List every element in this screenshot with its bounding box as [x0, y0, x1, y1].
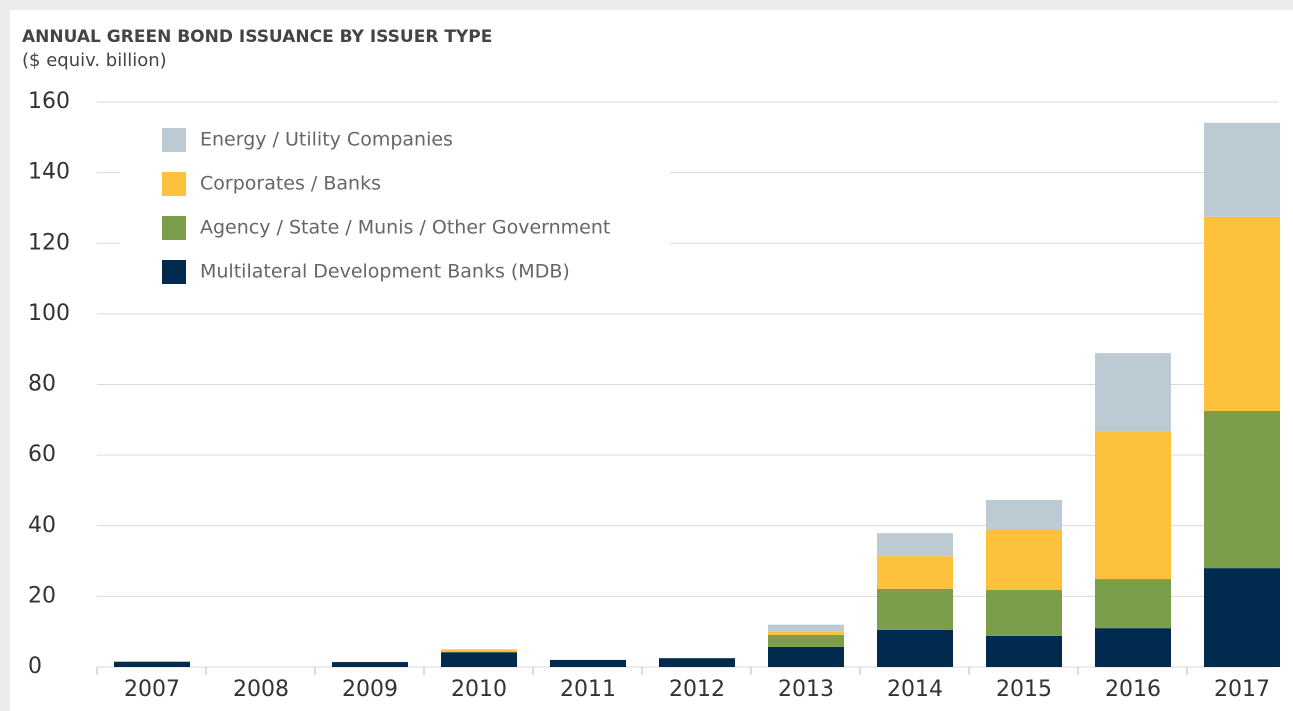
bar-segment	[768, 634, 844, 647]
x-tick-label: 2012	[669, 677, 725, 702]
y-tick-label: 100	[28, 301, 70, 326]
bar-segment	[1095, 431, 1171, 580]
bar-segment	[1204, 568, 1280, 667]
x-tick-label: 2016	[1105, 677, 1161, 702]
bar-segment	[1095, 628, 1171, 667]
bar-segment	[1095, 579, 1171, 629]
y-tick-label: 40	[28, 513, 56, 538]
bar-segment	[768, 631, 844, 635]
chart-subtitle: ($ equiv. billion)	[22, 50, 167, 71]
bar-segment	[877, 588, 953, 630]
bar-segment	[332, 662, 408, 667]
y-tick-label: 120	[28, 230, 70, 255]
x-tick-label: 2017	[1214, 677, 1270, 702]
bar-segment	[768, 646, 844, 667]
bar-segment	[986, 499, 1062, 530]
legend-swatch	[162, 172, 186, 196]
bar-segment	[659, 658, 735, 667]
bar-segment	[550, 659, 626, 667]
bar-segment	[877, 629, 953, 667]
legend-label: Corporates / Banks	[200, 173, 381, 195]
bars	[114, 122, 1280, 667]
bar-segment	[1204, 122, 1280, 217]
bar-segment	[877, 533, 953, 557]
legend: Multilateral Development Banks (MDB) Agen…	[162, 128, 610, 284]
bar-segment	[986, 635, 1062, 667]
x-tick-label: 2011	[560, 677, 616, 702]
legend-swatch	[162, 260, 186, 284]
x-tick-label: 2013	[778, 677, 834, 702]
legend-swatch	[162, 216, 186, 240]
y-tick-label: 20	[28, 583, 56, 608]
legend-swatch	[162, 128, 186, 152]
legend-box	[120, 117, 670, 295]
legend-label: Multilateral Development Banks (MDB)	[200, 261, 570, 283]
bar-segment	[877, 556, 953, 589]
chart-title: ANNUAL GREEN BOND ISSUANCE BY ISSUER TYP…	[22, 27, 492, 47]
legend-label: Energy / Utility Companies	[200, 129, 453, 151]
y-tick-label: 160	[28, 89, 70, 114]
x-tick-label: 2009	[342, 677, 398, 702]
bar-segment	[1095, 353, 1171, 432]
bar-segment	[768, 624, 844, 632]
y-tick-label: 60	[28, 442, 56, 467]
x-tick-label: 2007	[124, 677, 180, 702]
bar-segment	[986, 590, 1062, 636]
x-tick-label: 2014	[887, 677, 943, 702]
x-tick-label: 2010	[451, 677, 507, 702]
bar-segment	[1204, 410, 1280, 569]
legend-label: Agency / State / Munis / Other Governmen…	[200, 217, 610, 239]
bar-segment	[986, 529, 1062, 591]
y-tick-label: 0	[28, 654, 42, 679]
x-tick-label: 2015	[996, 677, 1052, 702]
bar-segment	[1204, 216, 1280, 411]
bar-segment	[114, 661, 190, 667]
bar-segment	[441, 649, 517, 653]
x-tick-label: 2008	[233, 677, 289, 702]
bar-segment	[441, 652, 517, 667]
y-tick-label: 140	[28, 160, 70, 185]
y-tick-label: 80	[28, 372, 56, 397]
